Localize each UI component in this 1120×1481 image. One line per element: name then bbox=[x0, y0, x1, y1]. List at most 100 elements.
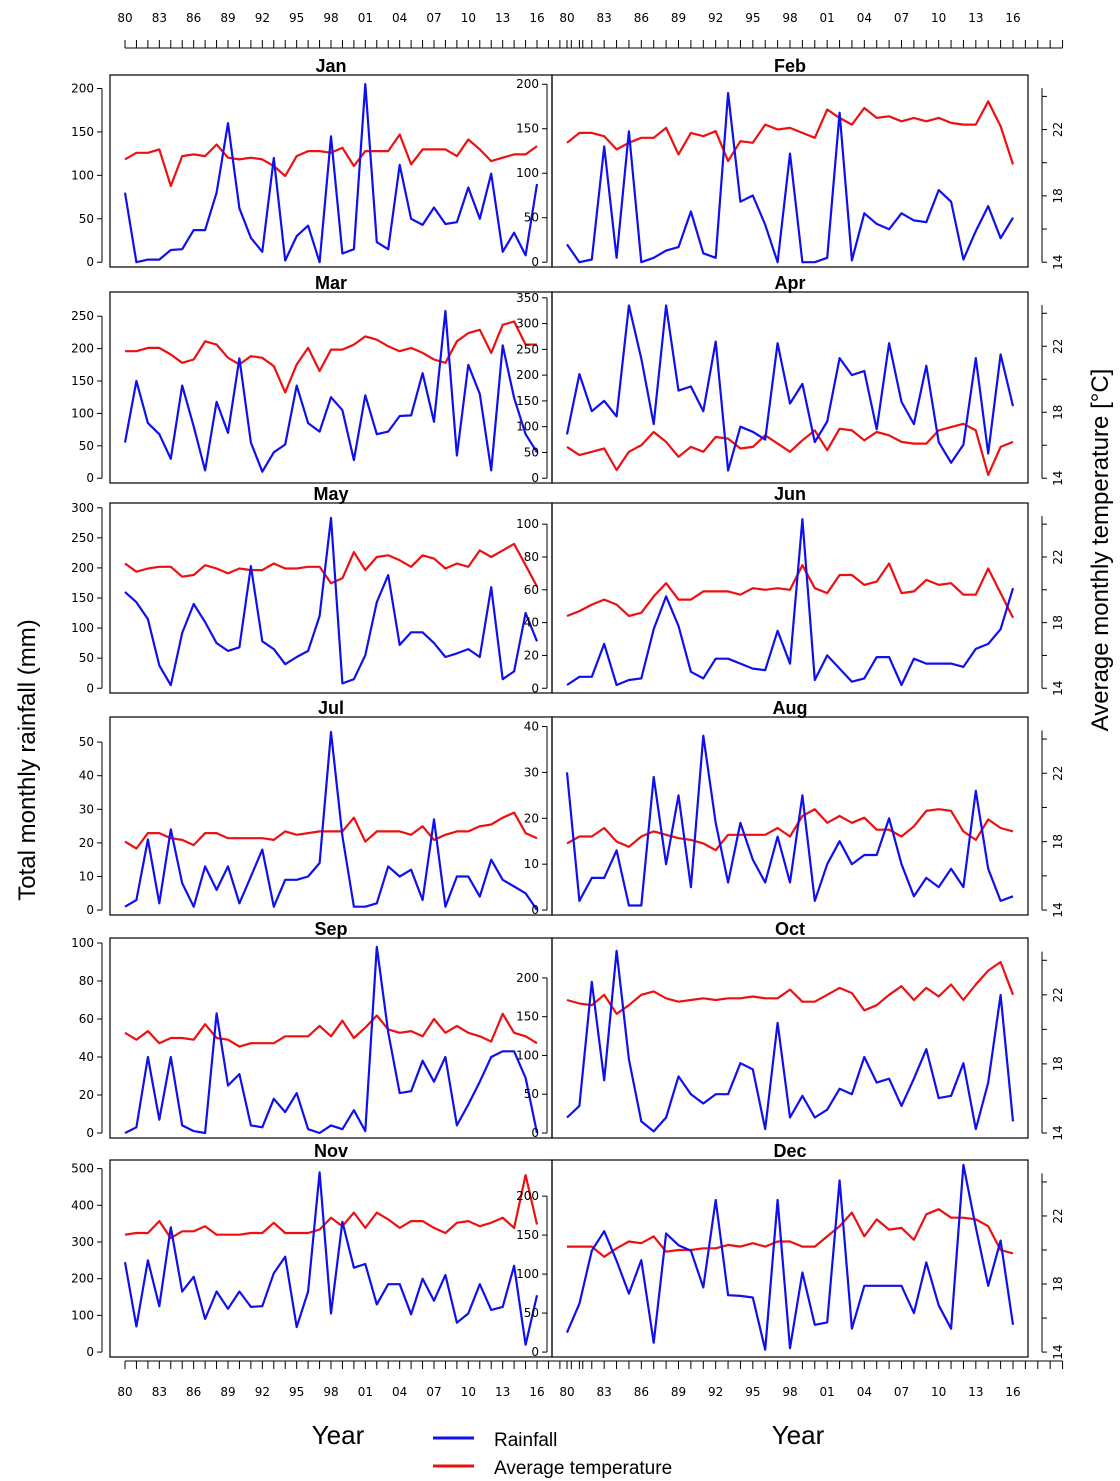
top-year-tick-label: 86 bbox=[186, 11, 201, 25]
panel-may-rain-tick-label: 200 bbox=[71, 561, 94, 575]
bottom-year-tick-label: 89 bbox=[671, 1385, 686, 1399]
panel-jan-rain-tick-label: 50 bbox=[79, 212, 94, 226]
bottom-year-tick-label: 13 bbox=[968, 1385, 983, 1399]
panel-may-rain-tick-label: 300 bbox=[71, 501, 94, 515]
panel-sep-title: Sep bbox=[314, 919, 347, 939]
top-year-tick-label: 92 bbox=[255, 11, 270, 25]
panel-oct-rain-tick-label: 150 bbox=[516, 1010, 539, 1024]
panels-group: Jan050100150200Feb050100150200141822Mar0… bbox=[71, 56, 1065, 1360]
panel-aug-temperature-line bbox=[566, 808, 1014, 852]
panel-may-rain-tick-label: 50 bbox=[79, 651, 94, 665]
panel-aug-temp-tick-label: 14 bbox=[1051, 902, 1065, 917]
panel-jul-rain-tick-label: 50 bbox=[79, 735, 94, 749]
panel-apr-temp-tick-label: 18 bbox=[1051, 405, 1065, 420]
legend-temperature-label: Average temperature bbox=[494, 1458, 672, 1479]
bottom-year-tick-label: 01 bbox=[358, 1385, 373, 1399]
panel-aug-title: Aug bbox=[773, 698, 808, 718]
panel-jan: Jan 0 50 100 150 200 bbox=[71, 56, 553, 269]
panel-jun-rain-tick-label: 40 bbox=[524, 616, 539, 630]
top-year-tick-label: 89 bbox=[220, 11, 235, 25]
panel-mar-frame bbox=[109, 291, 553, 484]
top-year-tick-label: 01 bbox=[358, 11, 373, 25]
panel-may-temperature-line bbox=[124, 542, 538, 588]
panel-jun-rain-tick-label: 20 bbox=[524, 648, 539, 662]
panel-jul-frame bbox=[109, 716, 553, 916]
panel-sep: Sep 0 20 40 60 80 100 bbox=[71, 919, 553, 1140]
panel-jun-temp-tick-label: 14 bbox=[1051, 681, 1065, 696]
panel-may-rain-tick-label: 150 bbox=[71, 591, 94, 605]
panel-dec-rainfall-line bbox=[565, 1163, 1015, 1351]
bottom-year-tick-label: 80 bbox=[559, 1385, 574, 1399]
legend-rainfall-label: Rainfall bbox=[494, 1430, 557, 1451]
bottom-year-tick-label: 86 bbox=[186, 1385, 201, 1399]
panel-dec-title: Dec bbox=[773, 1141, 806, 1161]
panel-jul-rainfall-line bbox=[124, 730, 538, 911]
panel-apr-rain-tick-label: 0 bbox=[531, 471, 539, 485]
panel-feb-temp-tick-label: 22 bbox=[1051, 122, 1065, 137]
panel-jul-rain-tick-label: 10 bbox=[79, 869, 94, 883]
bottom-year-tick-label: 01 bbox=[820, 1385, 835, 1399]
panel-aug-rain-tick-label: 0 bbox=[531, 903, 539, 917]
panel-jun-rain-tick-label: 0 bbox=[531, 681, 539, 695]
panel-nov-rain-tick-label: 300 bbox=[71, 1235, 94, 1249]
panel-oct-frame bbox=[551, 937, 1029, 1139]
panel-feb-frame bbox=[551, 74, 1029, 268]
panel-feb-temp-tick-label: 18 bbox=[1051, 188, 1065, 203]
panel-apr-rain-tick-label: 100 bbox=[516, 420, 539, 434]
panel-apr-rain-tick-label: 50 bbox=[524, 445, 539, 459]
panel-aug-temp-tick-label: 18 bbox=[1051, 834, 1065, 849]
y-axis-label: Total monthly rainfall (mm) bbox=[14, 619, 41, 900]
panel-feb-rain-tick-label: 100 bbox=[516, 166, 539, 180]
bottom-year-tick-label: 80 bbox=[117, 1385, 132, 1399]
top-year-tick-label: 13 bbox=[495, 11, 510, 25]
bottom-year-tick-label: 16 bbox=[529, 1385, 544, 1399]
panel-apr: Apr 0 50 100 150 200 250 300 350 14 18 22 bbox=[516, 273, 1065, 486]
top-year-tick-label: 04 bbox=[857, 11, 872, 25]
panel-jan-rainfall-line bbox=[123, 82, 539, 264]
panel-oct-title: Oct bbox=[775, 919, 805, 939]
panel-apr-rainfall-line bbox=[565, 304, 1015, 472]
panel-apr-temperature-line bbox=[566, 422, 1014, 476]
panel-jun-temp-tick-label: 18 bbox=[1051, 615, 1065, 630]
bottom-year-axes: 80 83 86 89 92 95 98 01 04 07 10 13 16 80 83 86 89 92 95 98… bbox=[117, 1360, 1064, 1399]
panel-jun-rain-tick-label: 60 bbox=[524, 583, 539, 597]
panel-feb-temperature-line bbox=[566, 100, 1015, 165]
panel-sep-rain-tick-label: 80 bbox=[79, 974, 94, 988]
panel-may-title: May bbox=[313, 484, 348, 504]
panel-may-rain-tick-label: 0 bbox=[86, 681, 94, 695]
bottom-year-tick-label: 83 bbox=[597, 1385, 612, 1399]
panel-aug-frame bbox=[551, 716, 1029, 916]
panel-aug-rainfall-line bbox=[565, 734, 1014, 907]
panel-sep-rain-tick-label: 100 bbox=[71, 936, 94, 950]
panel-oct-rain-tick-label: 200 bbox=[516, 971, 539, 985]
bottom-year-tick-label: 07 bbox=[426, 1385, 441, 1399]
bottom-year-tick-label: 95 bbox=[745, 1385, 760, 1399]
top-year-tick-label: 83 bbox=[597, 11, 612, 25]
panel-mar-rain-tick-label: 0 bbox=[86, 471, 94, 485]
top-year-tick-label: 86 bbox=[634, 11, 649, 25]
panel-feb: Feb 0 50 100 150 200 14 18 22 bbox=[516, 56, 1065, 270]
panel-nov-rain-tick-label: 0 bbox=[86, 1345, 94, 1359]
x-axis-label-left: Year bbox=[312, 1420, 365, 1450]
panel-jul-rain-tick-label: 20 bbox=[79, 836, 94, 850]
panel-oct-temp-tick-label: 22 bbox=[1051, 987, 1065, 1002]
panel-dec-temp-tick-label: 22 bbox=[1051, 1208, 1065, 1223]
panel-mar-rain-tick-label: 200 bbox=[71, 342, 94, 356]
panel-apr-temp-tick-label: 22 bbox=[1051, 339, 1065, 354]
panel-feb-rain-tick-label: 150 bbox=[516, 122, 539, 136]
panel-mar-rain-tick-label: 50 bbox=[79, 439, 94, 453]
panel-oct-rainfall-line bbox=[566, 949, 1015, 1133]
top-year-tick-label: 13 bbox=[968, 11, 983, 25]
top-year-tick-label: 07 bbox=[426, 11, 441, 25]
bottom-year-tick-label: 07 bbox=[894, 1385, 909, 1399]
panel-mar-rain-tick-label: 150 bbox=[71, 374, 94, 388]
panel-apr-temp-tick-label: 14 bbox=[1051, 471, 1065, 486]
top-year-tick-label: 10 bbox=[461, 11, 476, 25]
panel-aug-rain-tick-label: 20 bbox=[524, 811, 539, 825]
panel-aug-temp-tick-label: 22 bbox=[1051, 766, 1065, 781]
panel-oct-rain-tick-label: 0 bbox=[531, 1126, 539, 1140]
panel-apr-rain-tick-label: 150 bbox=[516, 394, 539, 408]
